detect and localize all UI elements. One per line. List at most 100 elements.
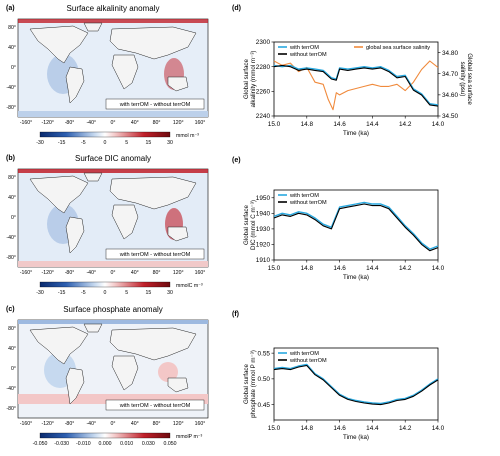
lon-tick-label: -40° — [86, 421, 96, 427]
anomaly-annotation-box — [105, 98, 205, 110]
y2-axis-label: Global sea surfacesalinity (psu) — [459, 53, 473, 105]
x-tick-label: 14.2 — [399, 121, 412, 128]
colorbar-tick-label: -5 — [81, 290, 86, 296]
map-panel-c: (c) Surface phosphate anomaly with terrO… — [6, 305, 209, 447]
continents — [29, 172, 197, 254]
lat-tick-labels: 80° 40° 0° -40° -80° — [6, 326, 16, 412]
colorbar-tick-label: 0.000 — [99, 441, 112, 447]
lon-tick-label: -120° — [42, 120, 54, 126]
panel-label: (f) — [232, 311, 239, 318]
lon-tick-label: 160° — [195, 421, 206, 427]
colorbar-tick-label: 30 — [167, 290, 173, 296]
colorbar-tick-label: 5 — [125, 290, 128, 296]
lat-tick-label: 40° — [8, 45, 16, 51]
colorbar-ticks: -30 -15 -5 0 5 15 30 — [36, 140, 173, 146]
lon-tick-label: 0° — [111, 421, 116, 427]
anomaly-annotation: with terrOM - without terrOM — [119, 252, 191, 258]
x-tick-label: 15.0 — [268, 265, 281, 272]
map-frame: with terrOM - without terrOM — [17, 319, 209, 419]
lat-tick-label: -40° — [6, 85, 16, 91]
lat-tick-label: 80° — [8, 175, 16, 181]
panel-label: (b) — [6, 155, 15, 162]
x-axis-label: Time (ka) — [343, 274, 369, 281]
plot-frame — [273, 189, 439, 261]
colorbar-tick-label: 30 — [167, 140, 173, 146]
series-line-without-terrom — [273, 64, 439, 107]
anomaly-annotation-box — [105, 399, 205, 411]
colorbar-tick-label: -15 — [58, 140, 66, 146]
x-tick-label: 14.6 — [333, 265, 346, 272]
colorbar-tick-label: -0.030 — [54, 441, 69, 447]
panel-title: Surface DIC anomaly — [75, 154, 151, 163]
lon-tick-label: -40° — [86, 270, 96, 276]
panel-title: Surface phosphate anomaly — [63, 305, 163, 314]
anomaly-annotation: with terrOM - without terrOM — [119, 102, 191, 108]
y-tick-label: 2300 — [256, 39, 271, 46]
legend-label: with terrOM — [289, 193, 319, 199]
lat-tick-label: 40° — [8, 195, 16, 201]
y-axis-label: Global surfacephosphate (mmol P m⁻³) — [243, 350, 257, 418]
series-line-without-terrom — [273, 203, 439, 252]
y-tick-label: 1940 — [256, 211, 271, 218]
y-tick-label: 2280 — [256, 64, 271, 71]
chart-panel-f: (f) 15.0 14.8 14.6 14.4 14.2 14.0 0.45 0.50 0.55 T… — [232, 311, 445, 441]
plot-frame — [273, 41, 439, 117]
y-tick-label: 0.55 — [258, 350, 271, 357]
lon-tick-label: 120° — [173, 270, 184, 276]
lon-tick-label: 40° — [131, 421, 139, 427]
lon-tick-label: 40° — [131, 270, 139, 276]
y-tick-label: 1910 — [256, 257, 271, 264]
y-tick-label: 2260 — [256, 89, 271, 96]
x-tick-label: 15.0 — [268, 121, 281, 128]
legend-label: global sea surface salinity — [366, 45, 430, 51]
colorbar-tick-label: -0.010 — [76, 441, 91, 447]
map-frame: with terrOM - without terrOM — [17, 18, 209, 118]
colorbar-tick-label: -30 — [36, 140, 44, 146]
panel-label: (d) — [232, 5, 241, 12]
panel-label: (a) — [6, 5, 15, 12]
lon-tick-label: -160° — [20, 270, 32, 276]
lat-tick-label: 80° — [8, 25, 16, 31]
colorbar: -30 -15 -5 0 5 15 30 mmol m⁻³ — [36, 131, 199, 146]
colorbar-unit: mmol m⁻³ — [176, 133, 199, 139]
lon-tick-label: 0° — [111, 270, 116, 276]
colorbar-tick-label: 0 — [104, 140, 107, 146]
plot-frame — [273, 347, 439, 421]
x-tick-label: 14.0 — [432, 265, 445, 272]
colorbar-tick-label: 0.030 — [142, 441, 155, 447]
lat-tick-label: 80° — [8, 326, 16, 332]
colorbar: -30 -15 -5 0 5 15 30 mmolC m⁻³ — [36, 281, 203, 296]
map-panel-b: (b) Surface DIC anomaly with terrOM - wi… — [6, 154, 209, 296]
legend-label: without terrOM — [289, 200, 327, 206]
x-axis-label: Time (ka) — [343, 434, 369, 441]
lat-tick-label: 0° — [11, 65, 16, 71]
lat-tick-label: 40° — [8, 346, 16, 352]
y2-tick-label: 34.50 — [442, 113, 458, 120]
lat-tick-label: 0° — [11, 366, 16, 372]
lon-tick-labels: -160° -120° -80° -40° 0° 40° 80° 120° 160° — [20, 421, 206, 427]
colorbar-unit: mmolC m⁻³ — [176, 283, 203, 289]
x-tick-label: 14.6 — [333, 121, 346, 128]
lon-tick-label: 80° — [153, 120, 161, 126]
lon-tick-label: -120° — [42, 270, 54, 276]
series-line-without-terrom — [273, 364, 439, 406]
x-tick-label: 14.8 — [301, 265, 314, 272]
legend-label: without terrOM — [289, 52, 327, 58]
lon-tick-labels: -160° -120° -80° -40° 0° 40° 80° 120° 160° — [20, 270, 206, 276]
x-tick-label: 14.2 — [399, 265, 412, 272]
x-tick-label: 14.4 — [366, 425, 379, 432]
lon-tick-label: -120° — [42, 421, 54, 427]
colorbar-tick-label: 0 — [104, 290, 107, 296]
continents — [29, 22, 197, 104]
colorbar-tick-label: -5 — [81, 140, 86, 146]
chart-panel-d: (d) 15.0 14.8 14.6 14.4 14.2 14.0 2240 2260 2280 2… — [232, 5, 473, 137]
lat-tick-labels: 80° 40° 0° -40° -80° — [6, 25, 16, 111]
y-tick-label: 1950 — [256, 195, 271, 202]
colorbar-tick-label: -30 — [36, 290, 44, 296]
lat-tick-label: -40° — [6, 386, 16, 392]
lon-tick-label: -80° — [65, 421, 75, 427]
lat-tick-label: -40° — [6, 235, 16, 241]
colorbar-ticks: -30 -15 -5 0 5 15 30 — [36, 290, 173, 296]
